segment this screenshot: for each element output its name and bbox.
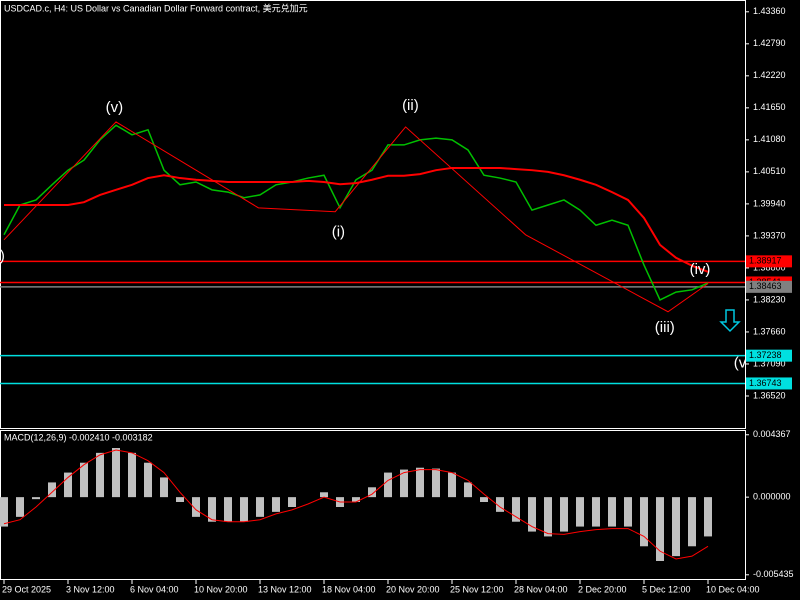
histogram-bar [320, 492, 328, 498]
y-tick-label: 1.40510 [753, 166, 786, 176]
histogram-bar [560, 497, 568, 532]
line [4, 166, 709, 273]
chart-title: USDCAD.c, H4: US Dollar vs Canadian Doll… [4, 2, 308, 13]
histogram-bar [576, 497, 584, 527]
histogram-bar [48, 482, 56, 498]
histogram-bar [384, 472, 392, 498]
histogram-bar [480, 497, 488, 502]
y-tick-label: 1.37660 [753, 326, 786, 336]
histogram-bar [224, 497, 232, 522]
x-tick-label: 3 Nov 12:00 [66, 584, 115, 594]
y-tick-label: 1.41650 [753, 102, 786, 112]
histogram-bar [368, 487, 376, 498]
level-label: 1.38463 [749, 281, 782, 291]
histogram-bar [672, 497, 680, 557]
histogram-bar [496, 497, 504, 512]
line [3, 121, 709, 313]
histogram-bar [448, 472, 456, 498]
x-tick-label: 5 Dec 12:00 [642, 584, 691, 594]
y-tick-label: 1.41080 [753, 134, 786, 144]
histogram-bar [240, 497, 248, 522]
histogram-bar [624, 497, 632, 527]
level-label: 1.36743 [749, 378, 782, 388]
histogram-bar [688, 497, 696, 547]
histogram-bar [416, 467, 424, 498]
macd-title: MACD(12,26,9) -0.002410 -0.003182 [4, 432, 153, 442]
x-tick-label: 2 Dec 20:00 [578, 584, 627, 594]
x-tick-label: 13 Nov 12:00 [258, 584, 312, 594]
wave-label: (iv) [690, 261, 711, 278]
histogram-bar [32, 497, 40, 500]
histogram-bar [608, 497, 616, 527]
x-tick-label: 25 Nov 12:00 [450, 584, 504, 594]
y-tick-label: 0.004367 [753, 429, 791, 439]
histogram-bar [272, 497, 280, 512]
level-box [746, 255, 792, 268]
histogram-bar [64, 472, 72, 498]
wave-label: (iii) [655, 319, 675, 336]
histogram-bar [144, 462, 152, 498]
histogram-bar [544, 497, 552, 537]
down-arrow [719, 309, 741, 333]
x-tick-label: 29 Oct 2025 [2, 584, 51, 594]
histogram-bar [512, 497, 520, 522]
histogram-bar [192, 497, 200, 517]
histogram-bar [464, 482, 472, 498]
histogram-bar [112, 448, 120, 498]
histogram-bar [256, 497, 264, 517]
x-tick-label: 20 Nov 20:00 [386, 584, 440, 594]
level-label: 1.37238 [749, 350, 782, 360]
histogram-bar [80, 462, 88, 498]
level-box [746, 377, 792, 390]
histogram-bar [400, 469, 408, 498]
histogram-bar [352, 497, 360, 502]
histogram-bar [208, 497, 216, 522]
y-tick-label: 1.36520 [753, 390, 786, 400]
y-tick-label: 1.37090 [753, 358, 786, 368]
y-tick-label: 1.38230 [753, 294, 786, 304]
histogram-bar [16, 497, 24, 517]
x-tick-label: 10 Dec 04:00 [706, 584, 760, 594]
histogram-bar [432, 468, 440, 498]
y-tick-label: 1.42220 [753, 70, 786, 80]
line [3, 124, 709, 301]
x-tick-label: 28 Nov 04:00 [514, 584, 568, 594]
y-tick-label: 1.43360 [753, 6, 786, 16]
wave-label: (ii) [402, 97, 419, 114]
x-tick-label: 10 Nov 20:00 [194, 584, 248, 594]
y-tick-label: 1.39940 [753, 198, 786, 208]
histogram-bar [128, 452, 136, 498]
x-tick-label: 6 Nov 04:00 [130, 584, 179, 594]
y-tick-label: 1.42790 [753, 38, 786, 48]
wave-label: (v) [106, 99, 124, 116]
level-label: 1.38917 [749, 256, 782, 266]
histogram-bar [288, 497, 296, 507]
histogram-bar [656, 497, 664, 561]
histogram-bar [528, 497, 536, 532]
histogram-bar [592, 497, 600, 527]
y-tick-label: 0.000000 [753, 492, 791, 502]
line [3, 449, 709, 560]
y-tick-label: -0.005435 [753, 569, 794, 579]
level-box [746, 349, 792, 362]
histogram-bar [704, 497, 712, 537]
histogram-bar [640, 497, 648, 547]
wave-label: (v [734, 354, 747, 371]
histogram-bar [96, 452, 104, 498]
x-tick-label: 18 Nov 04:00 [322, 584, 376, 594]
y-tick-label: 1.39370 [753, 230, 786, 240]
histogram-bar [176, 497, 184, 502]
wave-label: ) [0, 248, 5, 265]
level-box [746, 280, 792, 293]
wave-label: (i) [332, 224, 345, 241]
histogram-bar [160, 477, 168, 498]
price-panel [0, 0, 746, 429]
histogram-bar [0, 497, 8, 527]
